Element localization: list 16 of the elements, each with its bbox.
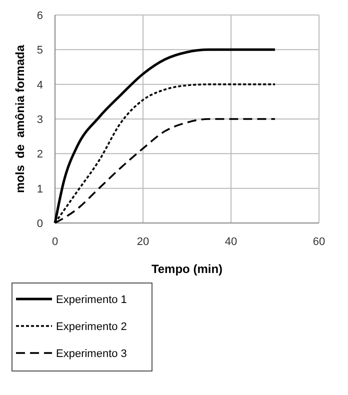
x-tick-label: 20 [136,236,150,248]
y-tick-label: 4 [36,79,43,92]
y-tick-label: 3 [36,114,43,126]
x-tick-label: 0 [52,236,58,248]
y-tick-label: 1 [36,183,43,196]
y-axis-title: mols de amônia formada [13,44,27,194]
y-tick-label: 6 [36,10,43,22]
y-tick-label: 2 [36,148,43,161]
x-axis-title: Tempo (min) [151,262,223,276]
x-tick-label: 60 [312,236,326,248]
x-tick-label: 40 [224,236,238,248]
y-tick-label: 5 [36,44,43,57]
legend-label: Experimento 1 [56,294,127,306]
legend-label: Experimento 2 [56,321,127,333]
legend-label: Experimento 3 [56,348,127,360]
y-tick-label: 0 [36,218,43,230]
